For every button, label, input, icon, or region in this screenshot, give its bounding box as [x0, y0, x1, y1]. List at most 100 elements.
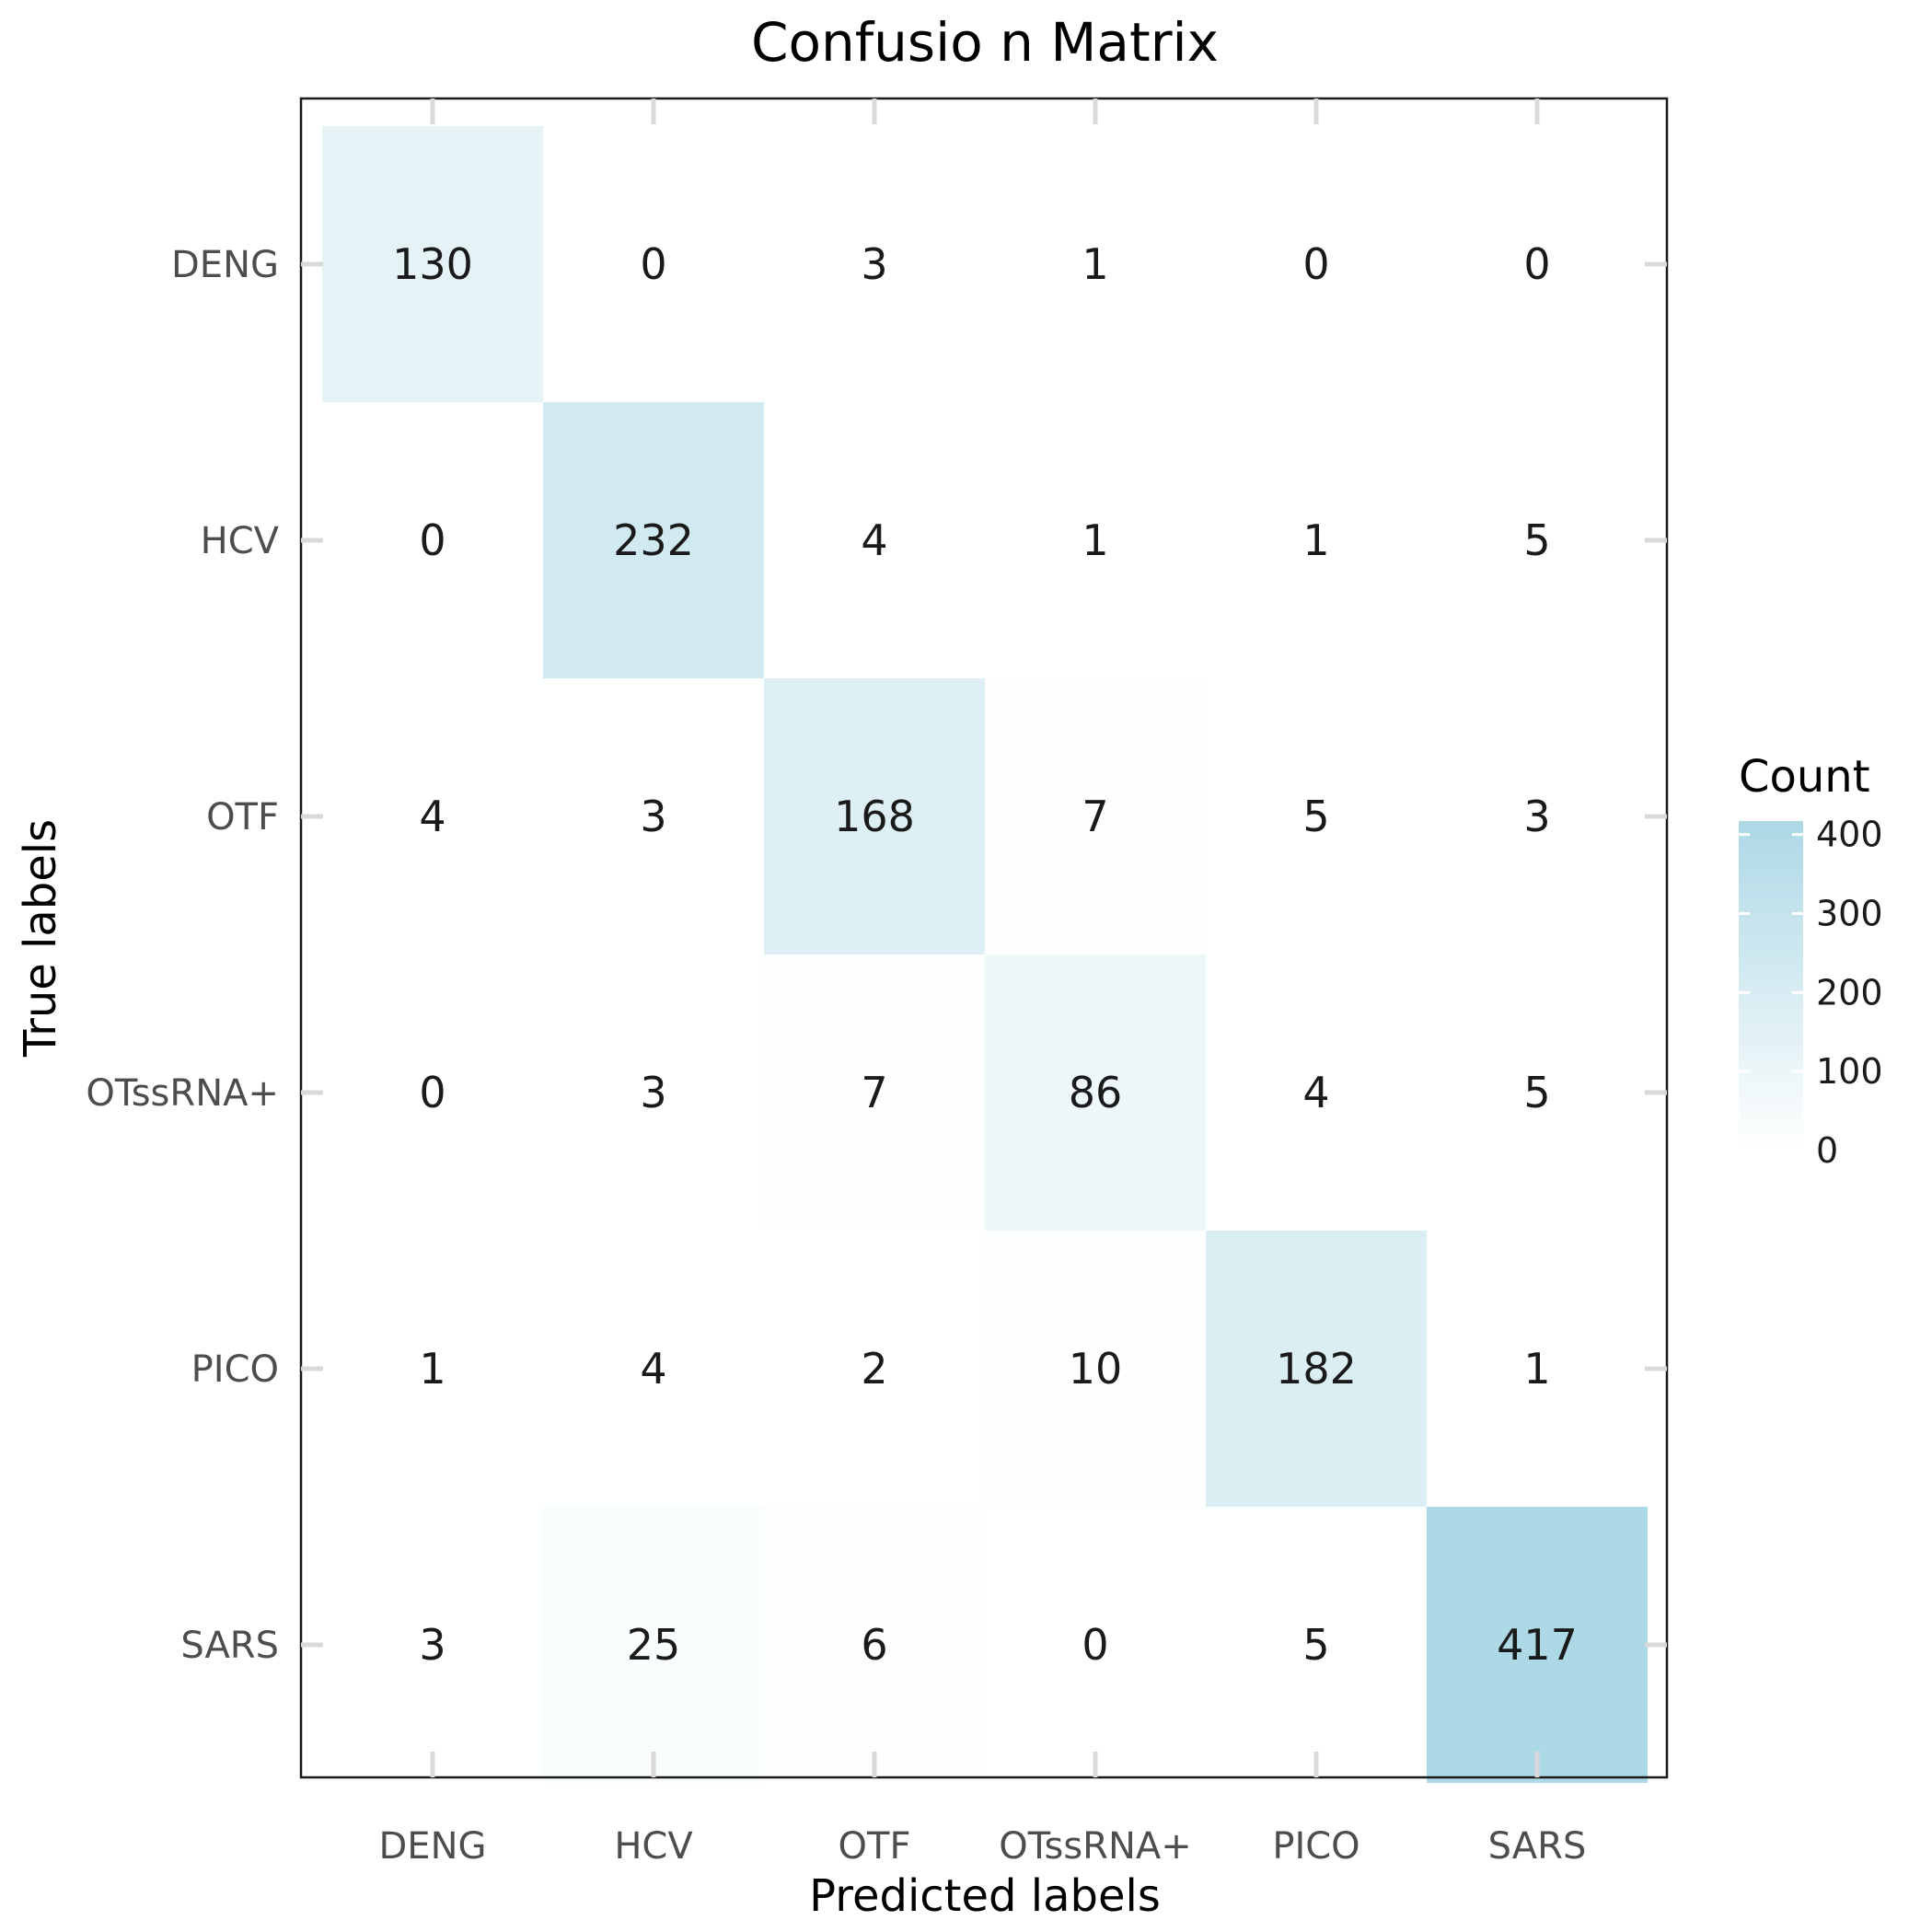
y-tick-label: SARS: [180, 1625, 279, 1667]
heatmap-cell: [1206, 1507, 1427, 1783]
heatmap-cell: [543, 954, 764, 1231]
cell-value-label: 168: [834, 792, 915, 841]
cell-value-labels: 130 0 3 1 0 00 232 4 1 1 54 3 168 7 5 30 3 7 86 4 51 4 2 10 182 1…: [392, 239, 1578, 1670]
heatmap-cell: [322, 402, 543, 678]
cell-value-label: 86: [1069, 1068, 1123, 1117]
cell-value-label: 417: [1497, 1620, 1578, 1670]
y-tick-label: OTF: [206, 796, 279, 839]
y-tick-label: PICO: [191, 1348, 279, 1391]
legend-tick-label: 0: [1816, 1130, 1838, 1171]
heatmap-cell: [764, 954, 985, 1231]
color-legend: Count 400 300 200 100 0: [1739, 751, 1883, 1171]
legend-tick-label: 400: [1816, 815, 1883, 855]
heatmap-cell: [764, 1231, 985, 1507]
cell-value-label: 130: [392, 239, 473, 289]
heatmap-cell: [543, 1507, 764, 1783]
heatmap-cell: [985, 1231, 1206, 1507]
heatmap-cell: [985, 402, 1206, 678]
cell-value-label: 5: [1523, 515, 1550, 565]
heatmap-cell: [1427, 954, 1648, 1231]
x-tick-label: PICO: [1272, 1825, 1359, 1868]
heatmap-cell: [985, 954, 1206, 1231]
cell-value-label: 0: [640, 239, 666, 289]
heatmap-cell: [764, 126, 985, 402]
heatmap-cell: [1206, 402, 1427, 678]
x-axis-title: Predicted labels: [809, 1870, 1161, 1922]
heatmap-cell: [543, 678, 764, 954]
cell-value-label: 25: [627, 1620, 681, 1670]
cell-value-label: 7: [861, 1068, 887, 1117]
heatmap-cell: [543, 402, 764, 678]
cell-value-label: 2: [861, 1344, 887, 1394]
cell-value-label: 3: [640, 792, 666, 841]
y-tick-label: DENG: [171, 244, 279, 286]
cell-value-label: 5: [1302, 792, 1329, 841]
cell-value-label: 3: [640, 1068, 666, 1117]
cell-value-label: 7: [1082, 792, 1108, 841]
chart-title: Confusio n Matrix: [751, 11, 1219, 74]
cell-value-label: 1: [1523, 1344, 1550, 1394]
x-tick-label: OTssRNA+: [999, 1825, 1192, 1868]
heatmap-cells: [322, 126, 1648, 1783]
cell-value-label: 232: [613, 515, 694, 565]
heatmap-cell: [764, 1507, 985, 1783]
heatmap-cell: [1427, 126, 1648, 402]
heatmap-cell: [543, 1231, 764, 1507]
y-axis-tick-labels: DENG HCV OTF OTssRNA+ PICO SARS: [86, 244, 279, 1667]
heatmap-cell: [1206, 678, 1427, 954]
legend-ticks: 400 300 200 100 0: [1739, 815, 1883, 1171]
legend-tick-label: 100: [1816, 1051, 1883, 1092]
heatmap-cell: [322, 1231, 543, 1507]
cell-value-label: 5: [1523, 1068, 1550, 1117]
cell-value-label: 4: [861, 515, 887, 565]
heatmap-cell: [322, 126, 543, 402]
heatmap-cell: [985, 126, 1206, 402]
heatmap-cell: [764, 678, 985, 954]
y-tick-label: HCV: [201, 520, 280, 562]
cell-value-label: 1: [1302, 515, 1329, 565]
heatmap-cell: [985, 1507, 1206, 1783]
cell-value-label: 4: [640, 1344, 666, 1394]
heatmap-cell: [322, 1507, 543, 1783]
x-tick-label: SARS: [1488, 1825, 1587, 1868]
heatmap-cell: [1206, 1231, 1427, 1507]
cell-value-label: 10: [1069, 1344, 1123, 1394]
cell-value-label: 3: [419, 1620, 445, 1670]
legend-tick-label: 200: [1816, 972, 1883, 1012]
y-axis-title: True labels: [15, 819, 66, 1058]
legend-title: Count: [1739, 751, 1870, 803]
heatmap-cell: [1427, 678, 1648, 954]
legend-colorbar: [1739, 821, 1803, 1151]
axis-ticks: [301, 98, 1667, 1777]
cell-value-label: 0: [419, 1068, 445, 1117]
x-tick-label: DENG: [379, 1825, 487, 1868]
heatmap-cell: [1427, 1231, 1648, 1507]
heatmap-cell: [1206, 126, 1427, 402]
cell-value-label: 6: [861, 1620, 887, 1670]
heatmap-cell: [1206, 954, 1427, 1231]
x-tick-label: HCV: [614, 1825, 693, 1868]
cell-value-label: 3: [1523, 792, 1550, 841]
heatmap-cell: [985, 678, 1206, 954]
heatmap-cell: [764, 402, 985, 678]
cell-value-label: 0: [1302, 239, 1329, 289]
cell-value-label: 1: [1082, 239, 1108, 289]
y-tick-label: OTssRNA+: [86, 1072, 279, 1115]
heatmap-cell: [1427, 1507, 1648, 1783]
cell-value-label: 5: [1302, 1620, 1329, 1670]
x-tick-label: OTF: [839, 1825, 911, 1868]
cell-value-label: 182: [1276, 1344, 1357, 1394]
x-axis-tick-labels: DENG HCV OTF OTssRNA+ PICO SARS: [379, 1825, 1587, 1868]
heatmap-cell: [322, 678, 543, 954]
cell-value-label: 0: [1082, 1620, 1108, 1670]
cell-value-label: 0: [1523, 239, 1550, 289]
heatmap-cell: [543, 126, 764, 402]
cell-value-label: 4: [1302, 1068, 1329, 1117]
cell-value-label: 1: [1082, 515, 1108, 565]
cell-value-label: 3: [861, 239, 887, 289]
heatmap-cell: [1427, 402, 1648, 678]
cell-value-label: 1: [419, 1344, 445, 1394]
cell-value-label: 4: [419, 792, 445, 841]
panel-border: [299, 97, 1669, 1779]
